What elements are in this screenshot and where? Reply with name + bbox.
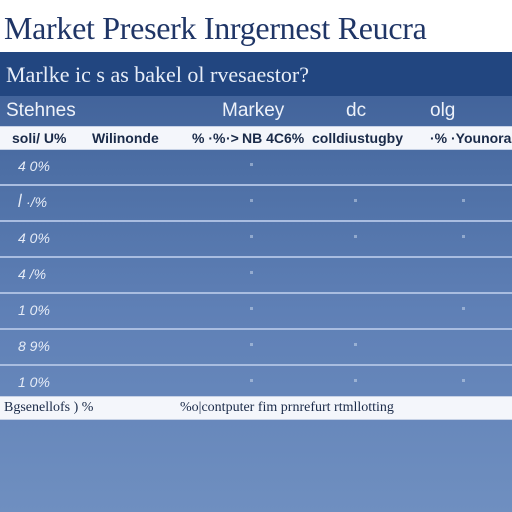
column-header: olg (430, 100, 456, 121)
cell-mark (462, 307, 465, 310)
row-label: 4 /% (18, 266, 47, 282)
table-row: ꟾ ·/% (0, 186, 512, 222)
footer-band: Bgsenellofs ) % %o|contputer fim prnrefu… (0, 396, 512, 420)
panel-subtitle: Marlke ic s as bakel ol rvesaestor? (6, 62, 309, 87)
column-header: Stehnes (6, 100, 76, 121)
column-header: dc (346, 100, 367, 121)
cell-mark (354, 235, 357, 238)
cell-mark (250, 199, 253, 202)
row-label: 8 9% (18, 338, 50, 354)
cell-mark (354, 199, 357, 202)
cell-mark (250, 307, 253, 310)
band-text: Wilinonde (92, 130, 159, 146)
band-text: % ·% (192, 130, 226, 146)
band-text: soli/ U% (12, 130, 67, 146)
cell-mark (462, 235, 465, 238)
band-text: Bgsenellofs ) % (4, 400, 94, 415)
band-text: %o|contputer fim prnrefurt rtmllotting (180, 400, 394, 415)
cell-mark (462, 199, 465, 202)
table-row: 8 9% (0, 330, 512, 366)
cell-mark (250, 271, 253, 274)
band-text: colldiustugby (312, 130, 403, 146)
row-label: 4 0% (18, 158, 50, 174)
table-row: 4 0% (0, 150, 512, 186)
column-header-row: Stehnes Markey dc olg (0, 96, 512, 130)
table-row: 1 0% (0, 294, 512, 330)
page-title: Market Preserk Inrgernest Reucra (4, 10, 427, 46)
band-text: ·> (226, 130, 239, 146)
cell-mark (250, 343, 253, 346)
row-label: 1 0% (18, 302, 50, 318)
cell-mark (462, 379, 465, 382)
table-row: 4 /% (0, 258, 512, 294)
cell-mark (354, 379, 357, 382)
header-band: soli/ U% Wilinonde % ·% ·> NB 4C6% colld… (0, 126, 512, 150)
row-label: ꟾ ·/% (18, 194, 48, 210)
cell-mark (250, 379, 253, 382)
table-rows: 4 0% ꟾ ·/% 4 0% 4 /% 1 0% 8 9% (0, 150, 512, 402)
band-text: NB 4C6% (242, 130, 305, 146)
title-bar: Market Preserk Inrgernest Reucra (0, 0, 512, 52)
row-label: 1 0% (18, 374, 50, 390)
subtitle-band: Marlke ic s as bakel ol rvesaestor? (0, 52, 512, 96)
row-label: 4 0% (18, 230, 50, 246)
table-row: 4 0% (0, 222, 512, 258)
results-panel: Marlke ic s as bakel ol rvesaestor? Steh… (0, 52, 512, 512)
band-text: ·% ·Younoras (430, 130, 512, 146)
cell-mark (354, 343, 357, 346)
column-header: Markey (222, 100, 285, 121)
cell-mark (250, 163, 253, 166)
cell-mark (250, 235, 253, 238)
